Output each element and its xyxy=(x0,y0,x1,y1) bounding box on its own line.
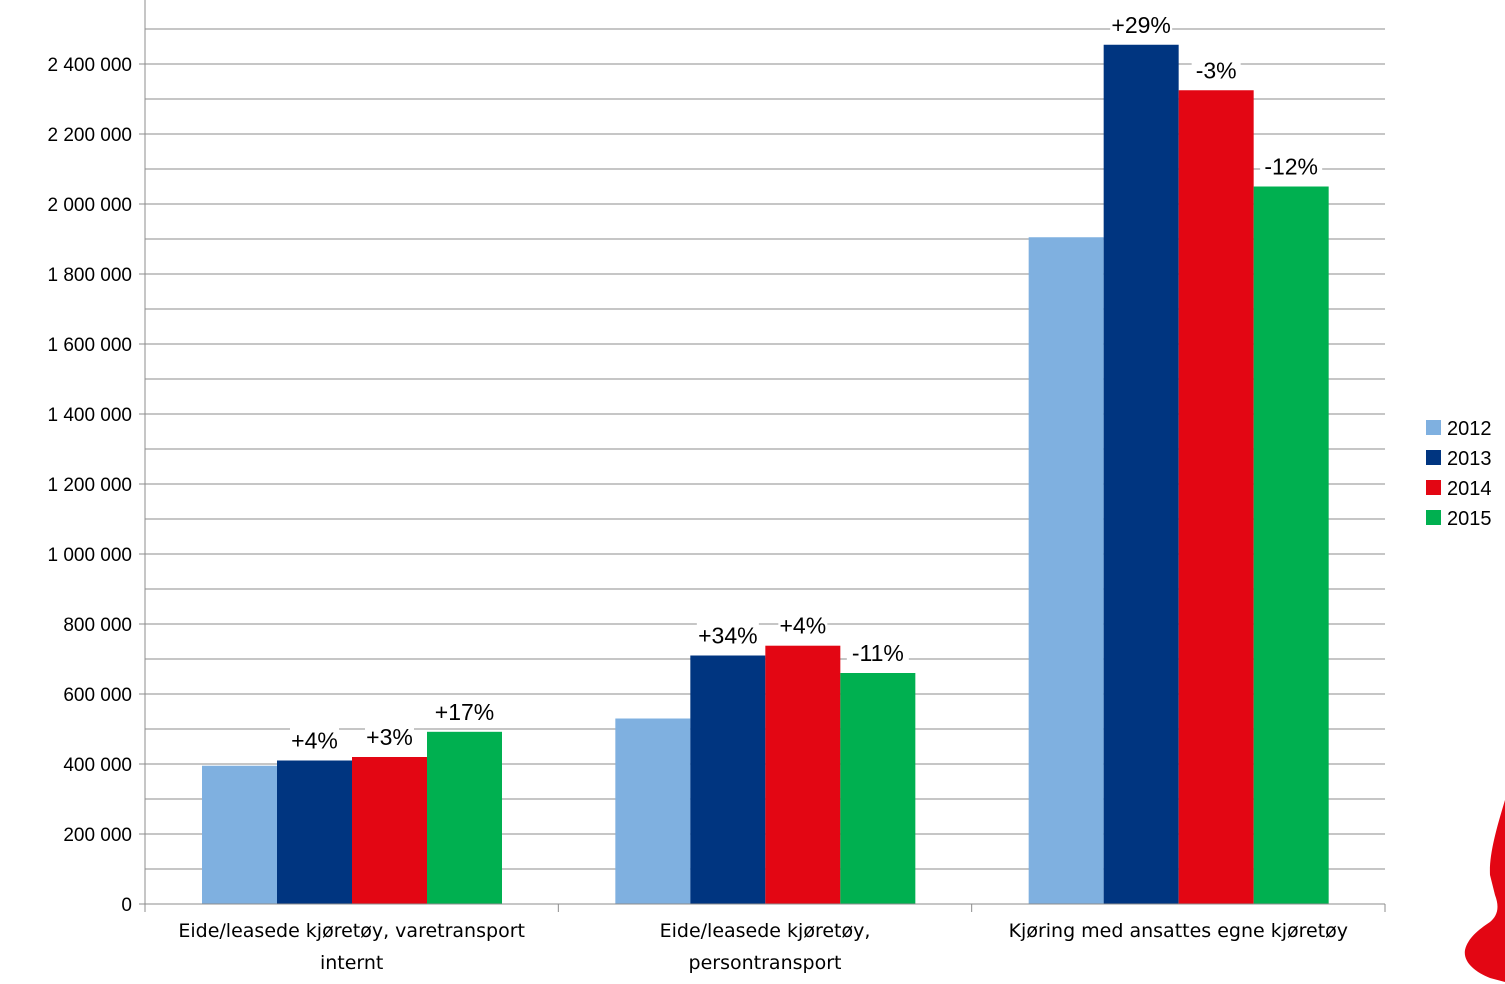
y-tick-label: 600 000 xyxy=(63,685,132,706)
y-axis: 0 200 000 400 000 600 000 800 000 1 000 000 1 … xyxy=(47,0,145,916)
bar-2013 xyxy=(277,761,352,905)
category-label: Eide/leasede kjøretøy, xyxy=(660,920,871,942)
data-label: +3% xyxy=(366,724,413,750)
legend-swatch-2015 xyxy=(1426,510,1441,525)
bar-2014 xyxy=(765,646,840,904)
legend: 2012 2013 2014 2015 xyxy=(1426,418,1492,530)
x-axis: Eide/leasede kjøretøy, varetransport inte… xyxy=(145,904,1385,974)
legend-swatch-2013 xyxy=(1426,450,1441,465)
bar-2012 xyxy=(615,719,690,905)
category-label: Kjøring med ansattes egne kjøretøy xyxy=(1009,920,1348,942)
y-tick-label: 2 200 000 xyxy=(47,125,132,146)
data-label: +4% xyxy=(779,613,826,639)
data-label: -12% xyxy=(1264,154,1318,180)
category-label: internt xyxy=(320,952,383,974)
bar-2015 xyxy=(840,673,915,904)
y-tick-label: 400 000 xyxy=(63,755,132,776)
y-tick-label: 1 200 000 xyxy=(47,475,132,496)
data-label: -3% xyxy=(1196,57,1237,83)
y-tick-label: 0 xyxy=(121,895,132,916)
y-tick-label: 2 400 000 xyxy=(47,55,132,76)
legend-label: 2012 xyxy=(1447,418,1492,440)
legend-label: 2014 xyxy=(1447,478,1492,500)
bar-2012 xyxy=(1029,237,1104,904)
y-tick-label: 1 000 000 xyxy=(47,545,132,566)
y-tick-label: 2 000 000 xyxy=(47,195,132,216)
bar-2014 xyxy=(1179,90,1254,904)
data-label: +17% xyxy=(435,699,494,725)
legend-swatch-2014 xyxy=(1426,480,1441,495)
bar-2012 xyxy=(202,766,277,904)
bar-2014 xyxy=(352,757,427,904)
bar-2013 xyxy=(690,656,765,905)
category-label: persontransport xyxy=(689,952,842,974)
data-label: -11% xyxy=(852,640,904,666)
category-label: Eide/leasede kjøretøy, varetransport xyxy=(178,920,525,942)
y-tick-label: 1 400 000 xyxy=(47,405,132,426)
bar-2015 xyxy=(427,732,502,904)
bar-2013 xyxy=(1104,45,1179,904)
y-tick-label: 800 000 xyxy=(63,615,132,636)
y-tick-label: 1 600 000 xyxy=(47,335,132,356)
logo-shape xyxy=(1465,800,1505,982)
legend-swatch-2012 xyxy=(1426,420,1441,435)
legend-label: 2013 xyxy=(1447,448,1492,470)
data-label: +34% xyxy=(698,623,757,649)
bars xyxy=(202,45,1329,904)
data-label: +4% xyxy=(291,728,338,754)
y-tick-label: 1 800 000 xyxy=(47,265,132,286)
legend-label: 2015 xyxy=(1447,508,1492,530)
y-tick-label: 200 000 xyxy=(63,825,132,846)
data-label: +29% xyxy=(1111,12,1170,38)
bar-2015 xyxy=(1254,187,1329,905)
